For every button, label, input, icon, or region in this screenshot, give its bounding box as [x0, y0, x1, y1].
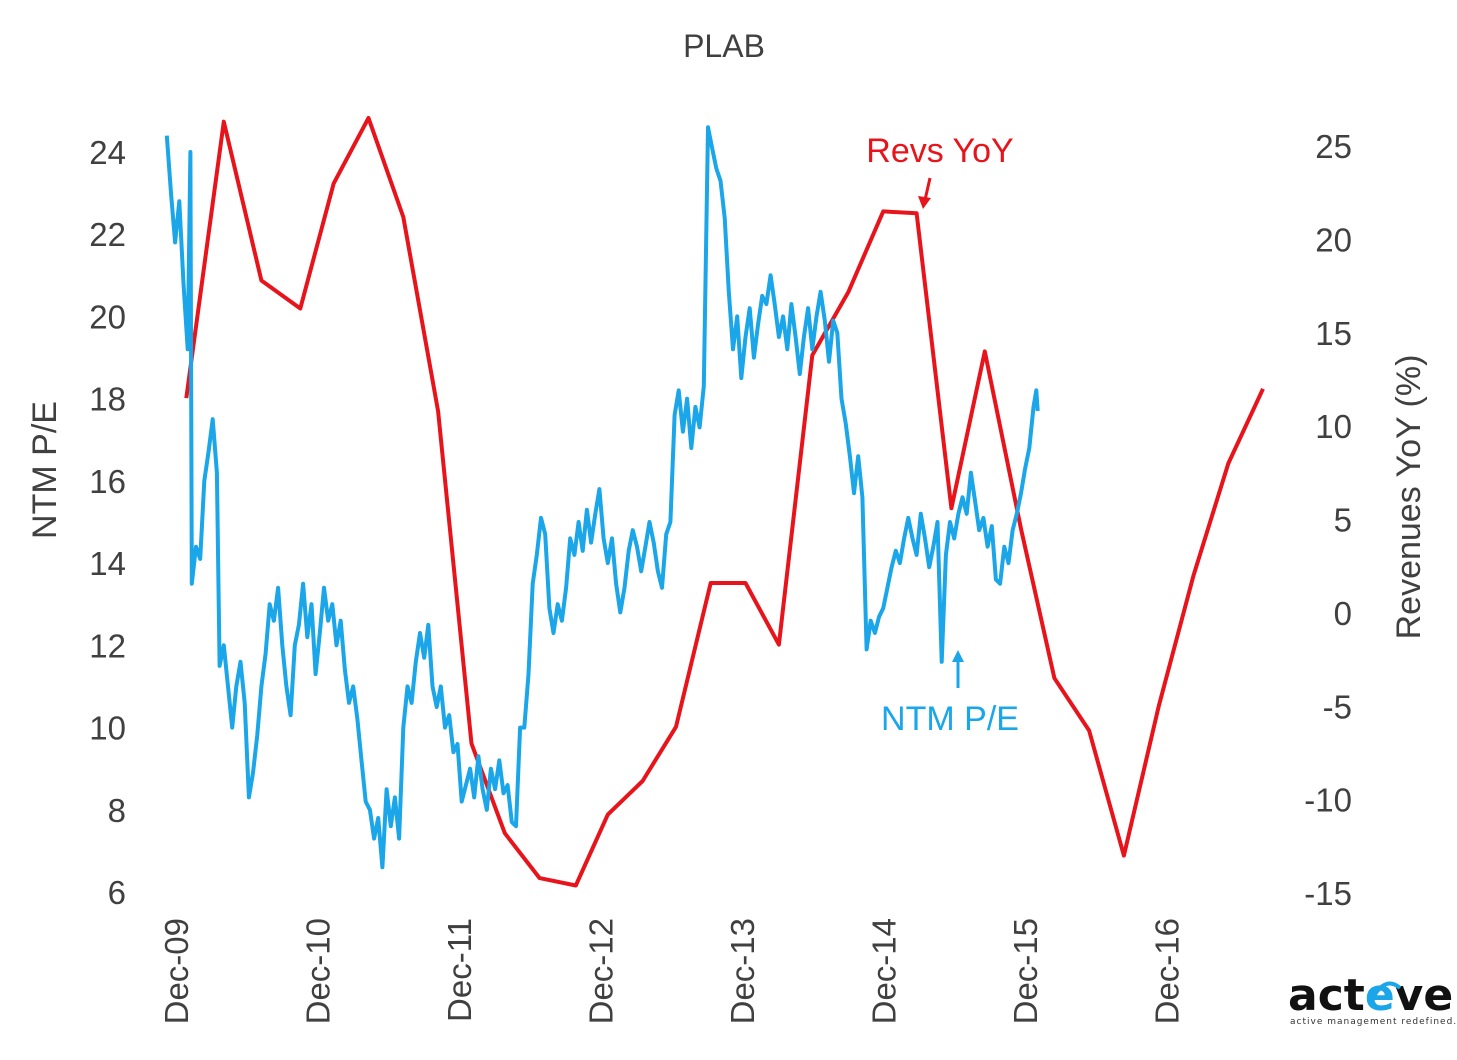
x-tick-label: Dec-14 [866, 918, 903, 1024]
right-tick-label: -10 [1304, 782, 1352, 819]
x-tick-label: Dec-09 [158, 918, 195, 1024]
revs-yoy-annotation-arrowhead [918, 196, 931, 209]
x-tick-label: Dec-16 [1149, 918, 1186, 1024]
left-tick-label: 10 [89, 710, 126, 747]
ntm-pe-annotation-arrowhead [952, 650, 964, 662]
left-tick-label: 8 [108, 792, 126, 829]
chart-title: PLAB [683, 28, 765, 64]
logo-swoosh-icon [1372, 981, 1402, 998]
x-tick-label: Dec-12 [583, 918, 620, 1024]
revs-yoy-annotation: Revs YoY [866, 132, 1014, 209]
x-axis-ticks: Dec-09 Dec-10 Dec-11 Dec-12 Dec-13 Dec-14 Dec-… [158, 918, 1186, 1024]
right-axis-ticks: -15 -10 -5 0 5 10 15 20 25 [1304, 128, 1352, 912]
ntm-pe-line [164, 125, 1040, 870]
right-tick-label: 25 [1315, 128, 1352, 165]
left-tick-label: 6 [108, 874, 126, 911]
right-tick-label: 15 [1315, 315, 1352, 352]
x-tick-label: Dec-10 [300, 918, 337, 1024]
right-tick-label: 0 [1334, 595, 1352, 632]
left-axis-ticks: 6 8 10 12 14 16 18 20 22 24 [89, 134, 126, 911]
left-tick-label: 16 [89, 463, 126, 500]
right-tick-label: -15 [1304, 875, 1352, 912]
logo-tagline: active management redefined. [1290, 1017, 1457, 1027]
right-tick-label: 5 [1334, 502, 1352, 539]
x-tick-label: Dec-11 [441, 918, 478, 1022]
right-tick-label: 10 [1315, 408, 1352, 445]
right-axis-label: Revenues YoY (%) [1390, 355, 1428, 640]
logo-wordmark: acteve [1288, 970, 1453, 1021]
left-tick-label: 14 [89, 545, 126, 582]
right-tick-label: -5 [1323, 688, 1352, 725]
revs-yoy-annotation-label: Revs YoY [866, 132, 1013, 170]
left-tick-label: 24 [89, 134, 126, 171]
right-tick-label: 20 [1315, 221, 1352, 258]
left-tick-label: 20 [89, 298, 126, 335]
acteve-logo: acteve active management redefined. [1288, 970, 1457, 1027]
revs-yoy-annotation-arrow [923, 177, 932, 201]
ntm-pe-annotation: NTM P/E [881, 650, 1019, 738]
left-tick-label: 22 [89, 216, 126, 253]
left-axis-label: NTM P/E [26, 401, 64, 539]
revs-yoy-line [184, 116, 1265, 888]
ntm-pe-annotation-label: NTM P/E [881, 700, 1019, 738]
x-tick-label: Dec-15 [1007, 918, 1044, 1024]
x-tick-label: Dec-13 [724, 918, 761, 1024]
left-tick-label: 18 [89, 381, 126, 418]
left-tick-label: 12 [89, 627, 126, 664]
